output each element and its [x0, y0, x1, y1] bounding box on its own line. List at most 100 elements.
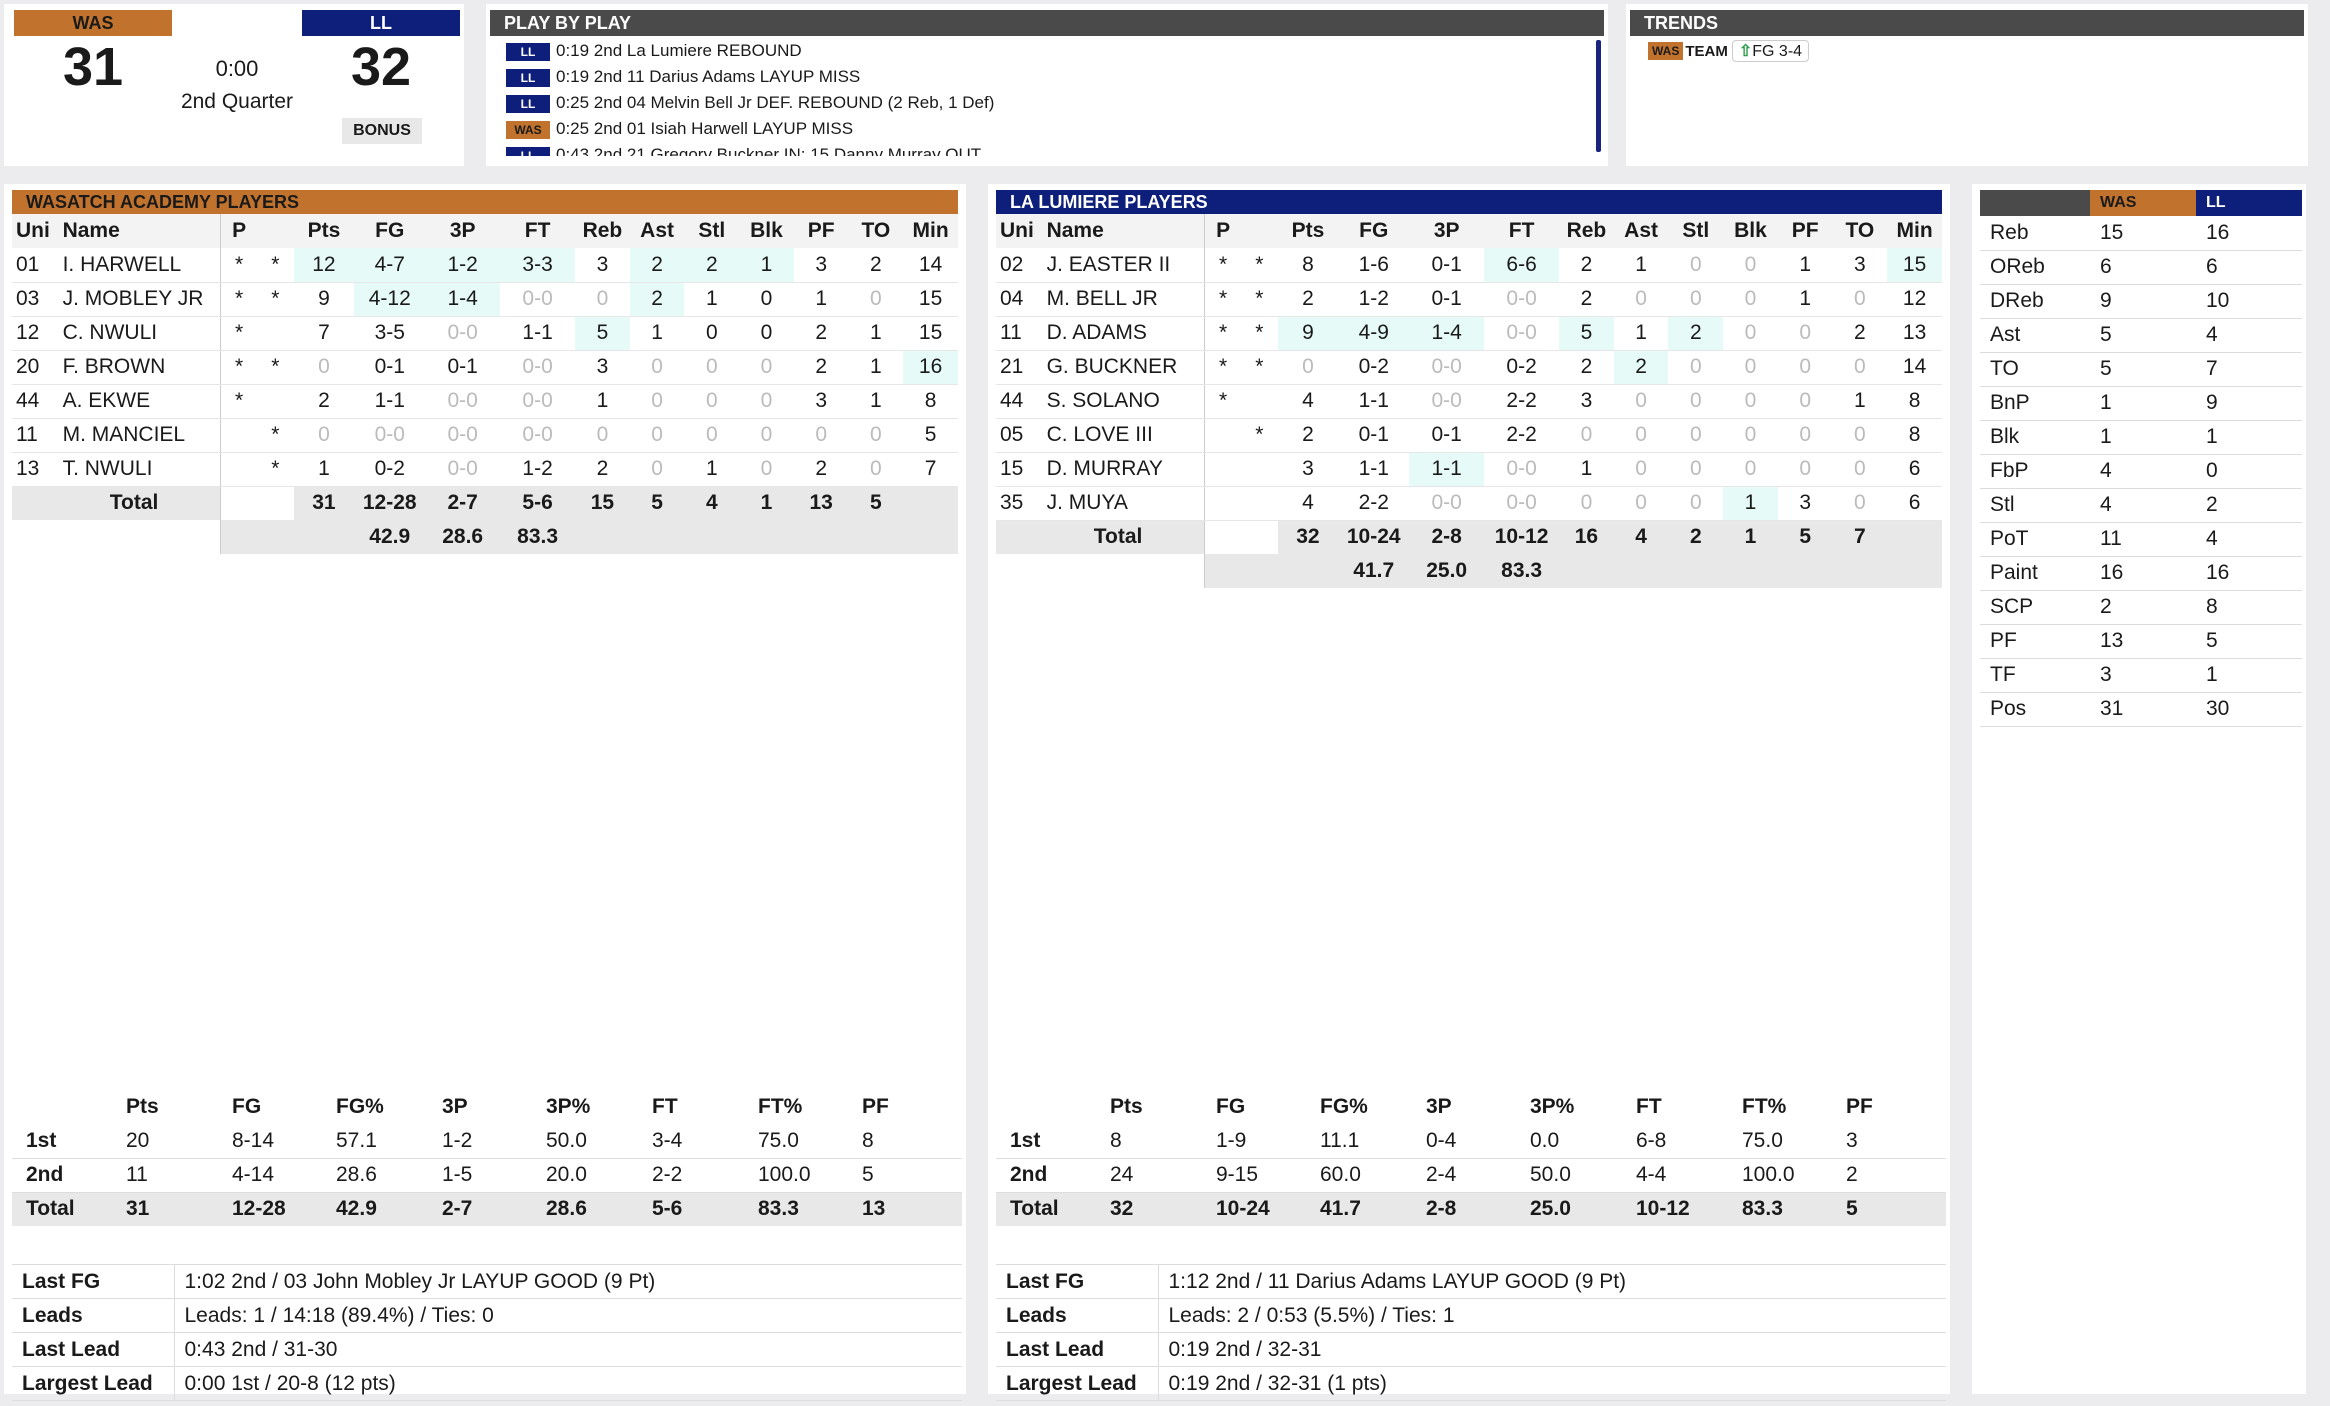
- column-header[interactable]: FT: [1484, 214, 1560, 248]
- stat-cell: 5: [903, 418, 958, 453]
- stat-cell: 0-0: [1484, 486, 1560, 521]
- column-header[interactable]: Ast: [629, 214, 685, 248]
- player-row[interactable]: 20 F. BROWN * * 0 0-1 0-1 0-0 3 0 0 0 2 1 16: [12, 350, 958, 385]
- pbp-row[interactable]: LL 0:19 2nd La Lumiere REBOUND: [486, 38, 1608, 64]
- stat-cell: 1: [848, 350, 904, 385]
- column-header[interactable]: Blk: [739, 214, 794, 248]
- empty-cell: [996, 554, 1205, 588]
- period-stat: 11: [112, 1158, 218, 1193]
- column-header[interactable]: Uni: [996, 214, 1043, 248]
- player-number: 03: [12, 282, 59, 317]
- player-row[interactable]: 35 J. MUYA 4 2-2 0-0 0-0 0 0 0 1 3 0 6: [996, 486, 1942, 521]
- period-stat: 57.1: [322, 1124, 428, 1159]
- player-row[interactable]: 03 J. MOBLEY JR * * 9 4-12 1-4 0-0 0 2 1 0 1 0 15: [12, 282, 958, 317]
- stat-cell: 0-0: [1484, 316, 1560, 351]
- trend-item[interactable]: WAS TEAM ⇧FG 3-4: [1648, 40, 2308, 62]
- column-header[interactable]: Name: [1042, 214, 1205, 248]
- total-cell: 10-12: [1484, 520, 1560, 554]
- stat-cell: 0: [1832, 486, 1888, 521]
- stat-cell: 1: [684, 282, 740, 317]
- player-row[interactable]: 11 M. MANCIEL * 0 0-0 0-0 0-0 0 0 0 0 0 0 5: [12, 418, 958, 453]
- stat-cell: 0: [848, 418, 904, 453]
- player-row[interactable]: 44 A. EKWE * 2 1-1 0-0 0-0 1 0 0 0 3 1 8: [12, 384, 958, 419]
- period-label: 2nd: [996, 1158, 1096, 1193]
- pbp-list[interactable]: LL 0:19 2nd La Lumiere REBOUND LL 0:19 2nd …: [486, 36, 1608, 156]
- column-header[interactable]: Name: [58, 214, 221, 248]
- team-stat-label: PoT: [1980, 522, 2090, 557]
- team-stat-value: 2: [2196, 488, 2302, 523]
- period-total-cell: 25.0: [1516, 1192, 1622, 1226]
- stat-cell: *: [220, 384, 258, 419]
- column-header[interactable]: Uni: [12, 214, 59, 248]
- column-header[interactable]: FG: [1338, 214, 1410, 248]
- empty-cell: [1559, 554, 1614, 588]
- player-row[interactable]: 21 G. BUCKNER * * 0 0-2 0-0 0-2 2 2 0 0 0 0 14: [996, 350, 1942, 385]
- pbp-scrollbar[interactable]: [1596, 40, 1601, 152]
- period-stat: 11.1: [1306, 1124, 1412, 1159]
- column-header[interactable]: FG: [354, 214, 426, 248]
- stat-cell: 8: [1887, 384, 1942, 419]
- stat-cell: 2: [848, 248, 904, 283]
- player-row[interactable]: 12 C. NWULI * 7 3-5 0-0 1-1 5 1 0 0 2 1 15: [12, 316, 958, 351]
- player-row[interactable]: 04 M. BELL JR * * 2 1-2 0-1 0-0 2 0 0 0 1 0 12: [996, 282, 1942, 317]
- player-row[interactable]: 15 D. MURRAY 3 1-1 1-1 0-0 1 0 0 0 0 0 6: [996, 452, 1942, 487]
- column-header[interactable]: TO: [848, 214, 904, 248]
- column-header[interactable]: Min: [903, 214, 958, 248]
- column-header[interactable]: Stl: [1668, 214, 1724, 248]
- player-row[interactable]: 02 J. EASTER II * * 8 1-6 0-1 6-6 2 1 0 0 1 3 15: [996, 248, 1942, 283]
- pbp-text: 0:43 2nd 21 Gregory Buckner IN: 15 Danny…: [556, 145, 982, 156]
- pbp-row[interactable]: LL 0:25 2nd 04 Melvin Bell Jr DEF. REBOUN…: [486, 90, 1608, 116]
- column-header[interactable]: PF: [793, 214, 849, 248]
- column-header[interactable]: Ast: [1613, 214, 1669, 248]
- stat-cell: 0: [629, 350, 685, 385]
- stat-cell: 0: [293, 350, 355, 385]
- column-header[interactable]: Reb: [1559, 214, 1614, 248]
- stat-cell: 5: [575, 316, 630, 351]
- period-total-cell: 10-12: [1622, 1192, 1728, 1226]
- player-row[interactable]: 11 D. ADAMS * * 9 4-9 1-4 0-0 5 1 2 0 0 2 13: [996, 316, 1942, 351]
- stat-cell: 0-0: [354, 418, 426, 453]
- column-header[interactable]: 3P: [1409, 214, 1485, 248]
- stat-cell: 4-12: [354, 282, 426, 317]
- pbp-row[interactable]: LL 0:19 2nd 11 Darius Adams LAYUP MISS: [486, 64, 1608, 90]
- player-name: T. NWULI: [58, 452, 221, 487]
- period-stat: 20: [112, 1124, 218, 1159]
- was-game-info: Last FG 1:02 2nd / 03 John Mobley Jr LAYU…: [12, 1264, 962, 1401]
- column-header[interactable]: Min: [1887, 214, 1942, 248]
- player-row[interactable]: 05 C. LOVE III * 2 0-1 0-1 2-2 0 0 0 0 0 0 8: [996, 418, 1942, 453]
- period-stat: 1-9: [1202, 1124, 1306, 1159]
- empty-cell: [1777, 554, 1833, 588]
- stat-cell: *: [1241, 350, 1278, 385]
- column-header[interactable]: PF: [1777, 214, 1833, 248]
- column-header[interactable]: Pts: [293, 214, 355, 248]
- team-stat-value: 9: [2196, 386, 2302, 421]
- player-row[interactable]: 01 I. HARWELL * * 12 4-7 1-2 3-3 3 2 2 1 3 2 14: [12, 248, 958, 283]
- column-header[interactable]: [1241, 214, 1278, 248]
- empty-cell: [12, 520, 221, 554]
- player-row[interactable]: 44 S. SOLANO * 4 1-1 0-0 2-2 3 0 0 0 0 1 8: [996, 384, 1942, 419]
- column-header[interactable]: Reb: [575, 214, 630, 248]
- period-stat: 2-2: [638, 1158, 744, 1193]
- column-header[interactable]: TO: [1832, 214, 1888, 248]
- scoreboard: WAS LL 31 32 0:00 2nd Quarter BONUS: [4, 4, 464, 166]
- summary-header: FG: [232, 1095, 262, 1118]
- stat-cell: [220, 418, 258, 453]
- stat-cell: *: [257, 248, 294, 283]
- column-header[interactable]: [257, 214, 294, 248]
- stat-cell: 0: [1832, 418, 1888, 453]
- column-header[interactable]: Blk: [1723, 214, 1778, 248]
- period-total-cell: 10-24: [1202, 1192, 1306, 1226]
- column-header[interactable]: Pts: [1277, 214, 1339, 248]
- stat-cell: *: [220, 248, 258, 283]
- column-header[interactable]: Stl: [684, 214, 740, 248]
- column-header[interactable]: 3P: [425, 214, 501, 248]
- player-number: 20: [12, 350, 59, 385]
- pbp-row[interactable]: WAS 0:25 2nd 01 Isiah Harwell LAYUP MISS: [486, 116, 1608, 142]
- column-header[interactable]: P: [1204, 214, 1242, 248]
- team-stat-label: DReb: [1980, 284, 2090, 319]
- pbp-row[interactable]: LL 0:43 2nd 21 Gregory Buckner IN: 15 Dan…: [486, 142, 1608, 156]
- column-header[interactable]: P: [220, 214, 258, 248]
- player-row[interactable]: 13 T. NWULI * 1 0-2 0-0 1-2 2 0 1 0 2 0 7: [12, 452, 958, 487]
- column-header[interactable]: FT: [500, 214, 576, 248]
- stat-cell: 0: [1832, 452, 1888, 487]
